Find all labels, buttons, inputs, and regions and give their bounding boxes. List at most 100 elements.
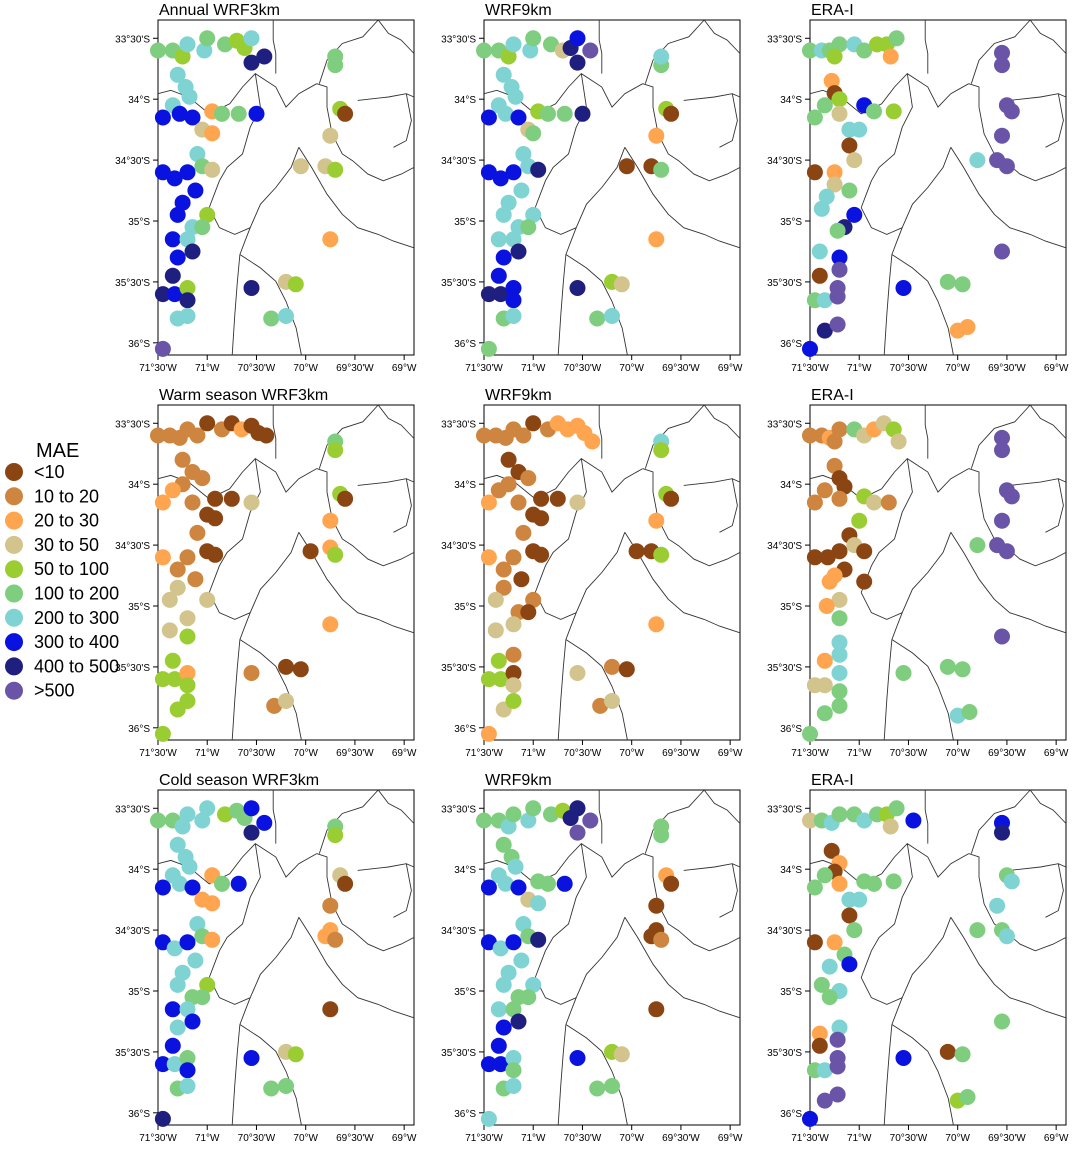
boundary-line <box>719 93 738 148</box>
x-tick-label: 70°W <box>293 363 318 374</box>
boundary-line <box>1045 478 1064 533</box>
station-point <box>604 693 620 709</box>
station-point <box>653 48 670 65</box>
station-point <box>487 591 504 608</box>
station-point <box>994 1013 1010 1030</box>
station-point <box>181 858 198 875</box>
station-point <box>327 442 344 459</box>
y-tick-label: 35°S <box>128 602 150 613</box>
station-point <box>543 36 559 53</box>
station-point <box>505 1078 522 1094</box>
station-point <box>663 105 680 122</box>
station-point <box>816 322 833 339</box>
station-point <box>207 510 224 527</box>
y-tick-label: 35°30'S <box>115 278 150 289</box>
legend-swatch <box>5 633 23 652</box>
y-tick-label: 36°S <box>128 724 150 735</box>
station-point <box>998 543 1015 560</box>
station-point <box>287 276 304 293</box>
x-tick-label: 69°30'W <box>336 1133 374 1144</box>
station-point <box>821 958 838 975</box>
y-tick-label: 35°S <box>780 217 802 228</box>
station-point <box>181 88 198 105</box>
station-point <box>895 280 912 296</box>
station-point <box>292 158 309 175</box>
boundary-line <box>719 863 738 918</box>
station-point <box>969 152 986 169</box>
station-point <box>476 427 492 444</box>
station-point <box>653 161 670 178</box>
y-tick-label: 35°S <box>454 602 476 613</box>
x-tick-label: 71°30'W <box>139 363 177 374</box>
station-point <box>959 1089 976 1105</box>
panel-title: ERA-I <box>811 387 854 404</box>
station-point <box>533 546 550 563</box>
station-point <box>480 879 497 896</box>
station-point <box>490 231 507 248</box>
station-point <box>520 604 537 621</box>
station-point <box>826 457 843 474</box>
station-point <box>154 725 171 742</box>
station-point <box>243 54 260 71</box>
station-point <box>589 1080 606 1097</box>
station-point <box>569 800 586 817</box>
boundary-line <box>703 789 741 824</box>
station-point <box>480 549 497 566</box>
x-tick-label: 71°W <box>195 1133 220 1144</box>
legend-swatch <box>5 535 23 554</box>
station-point <box>495 66 512 83</box>
station-point <box>510 494 527 511</box>
station-point <box>866 103 882 120</box>
station-point <box>505 665 522 681</box>
station-point <box>802 340 818 357</box>
station-point <box>885 873 902 890</box>
station-point <box>841 182 858 199</box>
station-point <box>214 105 230 122</box>
station-point <box>866 875 882 892</box>
station-point <box>169 836 186 853</box>
station-point <box>199 976 216 993</box>
station-point <box>831 806 848 823</box>
station-point <box>214 875 230 892</box>
boundary-line <box>860 207 903 235</box>
y-tick-label: 34°S <box>128 865 150 876</box>
station-point <box>816 652 833 669</box>
station-point <box>179 806 196 823</box>
y-tick-label: 34°S <box>780 865 802 876</box>
station-point <box>480 1110 497 1127</box>
station-point <box>204 895 221 912</box>
station-point <box>821 573 838 590</box>
boundary-line <box>1045 863 1064 918</box>
station-point <box>954 276 971 293</box>
boundary-line <box>565 532 626 640</box>
station-point <box>174 451 191 468</box>
x-tick-label: 70°W <box>945 748 970 759</box>
station-point <box>856 543 873 560</box>
station-point <box>492 1056 509 1073</box>
station-point <box>256 814 273 831</box>
station-point <box>880 494 897 511</box>
y-tick-label: 35°S <box>128 987 150 998</box>
station-point <box>495 836 512 853</box>
x-tick-label: 69°30'W <box>988 748 1026 759</box>
station-point <box>492 286 509 303</box>
station-point <box>476 42 492 59</box>
station-point <box>802 725 818 742</box>
station-point <box>179 231 196 248</box>
boundary-line <box>970 789 1031 854</box>
y-tick-label: 35°S <box>454 217 476 228</box>
station-point <box>166 1056 183 1073</box>
station-point <box>648 616 665 633</box>
y-tick-label: 35°S <box>454 987 476 998</box>
station-point <box>882 818 899 835</box>
station-point <box>556 105 573 122</box>
station-point <box>826 176 843 193</box>
station-point <box>826 934 843 951</box>
station-point <box>866 494 882 511</box>
boundary-line <box>644 789 705 854</box>
station-point <box>287 1046 304 1063</box>
boundary-line <box>565 1024 628 1126</box>
boundary-line <box>891 639 954 741</box>
station-point <box>187 952 204 969</box>
boundary-line <box>272 20 277 74</box>
